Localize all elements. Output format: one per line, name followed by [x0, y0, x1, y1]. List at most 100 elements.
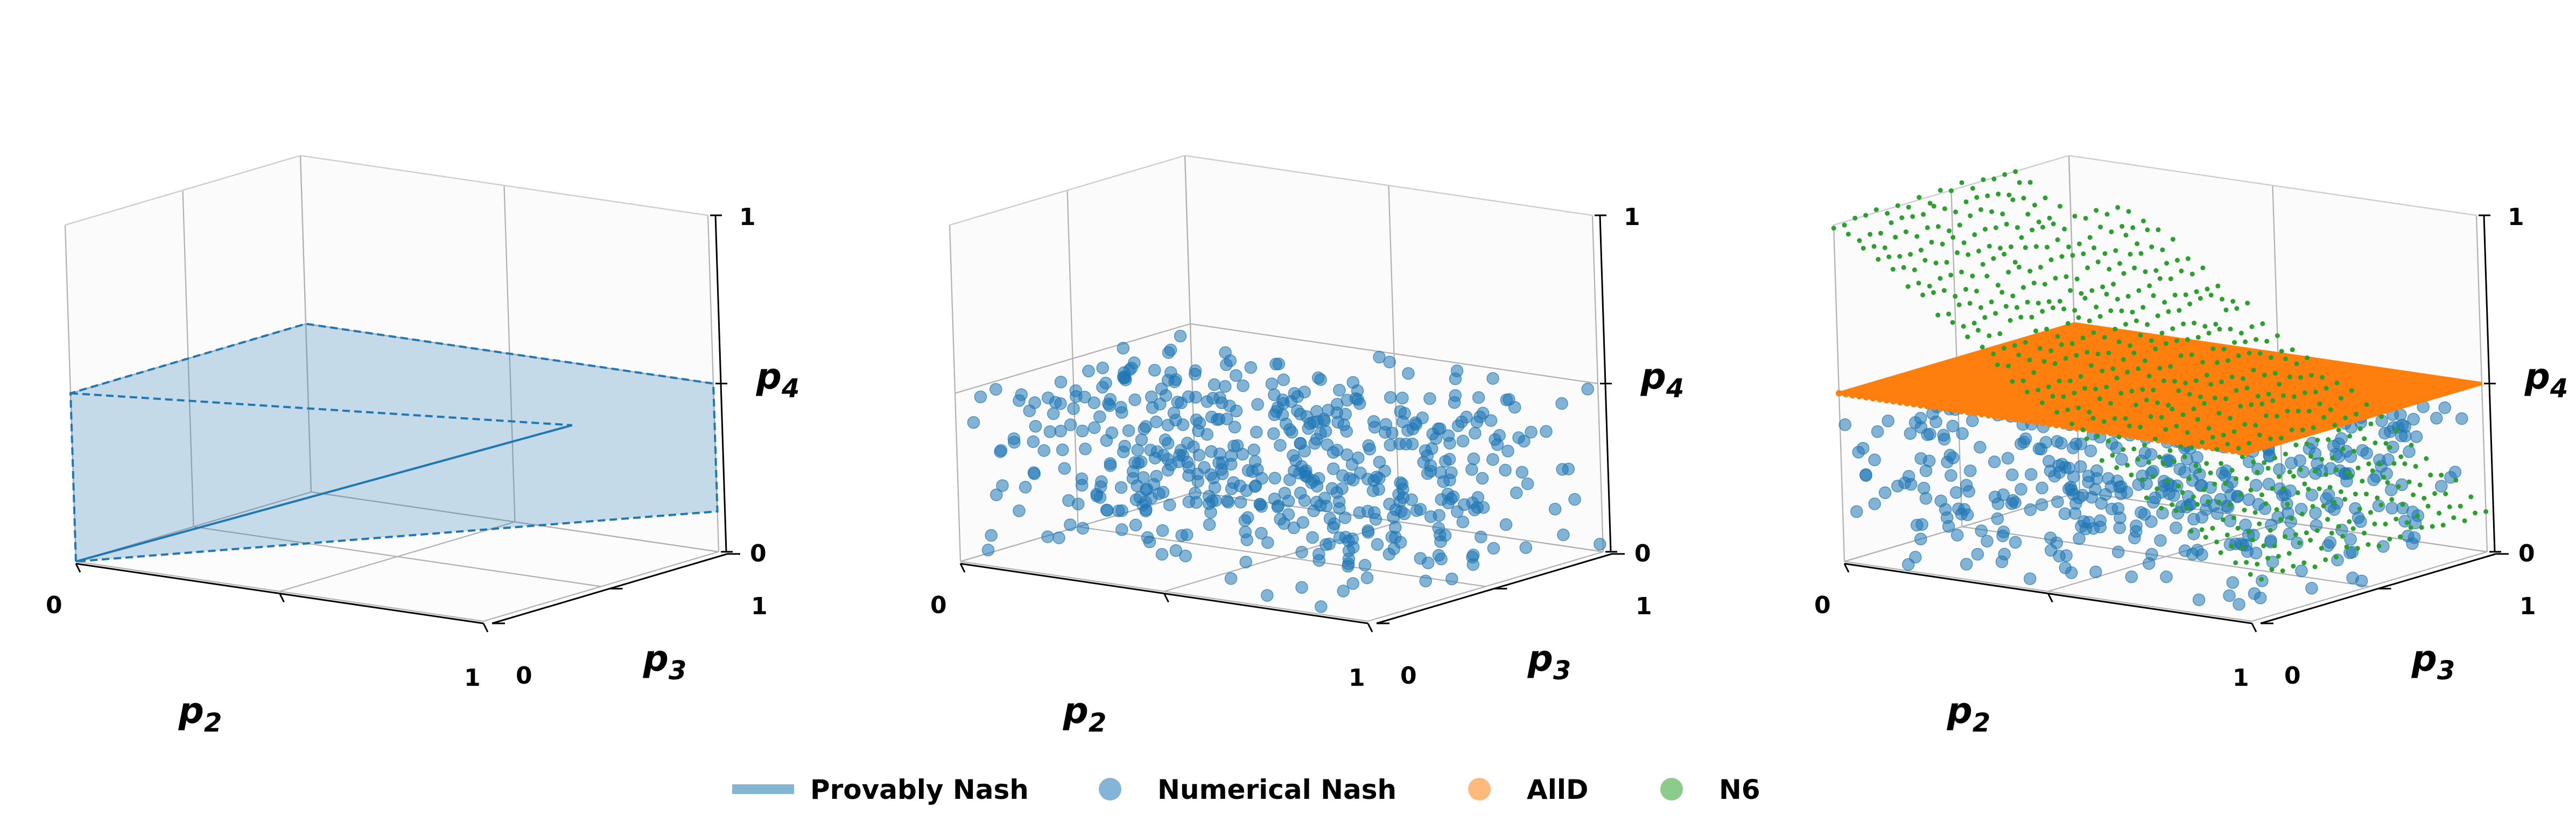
numerical-nash-point	[1489, 433, 1501, 446]
numerical-nash-point	[1239, 525, 1252, 539]
n6-point	[2157, 366, 2163, 371]
x-axis-label: p2	[1947, 690, 1991, 738]
n6-point	[2104, 291, 2109, 297]
n6-point	[2115, 297, 2120, 302]
n6-point	[2291, 564, 2296, 569]
n6-point	[2408, 525, 2413, 530]
n6-point	[2419, 525, 2424, 530]
numerical-nash-point	[2223, 589, 2236, 602]
n6-point	[2170, 406, 2175, 412]
n6-point	[2343, 415, 2348, 420]
numerical-nash-point	[2192, 593, 2206, 606]
numerical-nash-point	[1213, 447, 1226, 460]
n6-point	[2366, 461, 2371, 467]
n6-point	[2191, 494, 2196, 500]
numerical-nash-point	[1145, 390, 1158, 403]
n6-point	[2219, 461, 2224, 466]
n6-point	[2145, 322, 2150, 327]
numerical-nash-point	[1975, 524, 1988, 537]
n6-point	[2142, 442, 2147, 448]
n6-point	[2269, 355, 2273, 360]
numerical-nash-point	[1383, 497, 1396, 511]
n6-point	[2383, 522, 2388, 526]
x-tick	[2047, 593, 2053, 603]
numerical-nash-point	[1451, 505, 1464, 518]
n6-point	[2370, 468, 2375, 473]
grid-line	[311, 491, 719, 553]
n6-point	[2214, 447, 2220, 452]
grid-line	[1367, 551, 1604, 622]
n6-point	[2157, 454, 2162, 460]
n6-point	[1940, 241, 1945, 247]
n6-point	[2216, 500, 2222, 505]
n6-point	[2025, 389, 2030, 395]
n6-point	[2111, 282, 2116, 287]
numerical-nash-point	[1212, 412, 1226, 426]
n6-point	[2177, 308, 2182, 313]
n6-point	[2099, 458, 2104, 463]
n6-point	[2002, 346, 2006, 351]
n6-point	[2230, 299, 2236, 304]
numerical-nash-point	[1945, 469, 1957, 482]
n6-point	[2010, 197, 2016, 202]
n6-point	[2027, 269, 2033, 274]
n6-point	[2287, 374, 2292, 380]
n6-point	[2242, 421, 2248, 427]
n6-point	[1963, 286, 1968, 292]
numerical-nash-point	[1466, 558, 1480, 571]
n6-point	[2113, 248, 2118, 253]
numerical-nash-point	[1171, 396, 1184, 409]
n6-point	[2138, 251, 2144, 256]
n6-point	[2050, 394, 2055, 399]
numerical-nash-point	[1282, 508, 1295, 521]
numerical-nash-point	[1419, 444, 1432, 457]
n6-point	[1976, 248, 1982, 254]
x-tick-label-1: 1	[464, 664, 481, 692]
alld-point	[2060, 423, 2067, 430]
numerical-nash-point	[1476, 472, 1489, 485]
numerical-nash-point	[1942, 520, 1955, 533]
n6-point	[2301, 560, 2307, 565]
n6-point	[2076, 315, 2081, 320]
numerical-nash-point	[1265, 377, 1279, 390]
n6-point	[2038, 264, 2043, 270]
n6-point	[2378, 502, 2384, 508]
n6-point	[2089, 288, 2095, 293]
numerical-nash-point	[2090, 472, 2103, 485]
z-tick-label-0: 0	[1634, 540, 1651, 567]
numerical-nash-point	[1075, 472, 1089, 486]
n6-point	[2415, 513, 2420, 518]
n6-point	[2202, 401, 2207, 406]
numerical-nash-point	[2113, 521, 2126, 535]
n6-point	[2236, 446, 2241, 451]
n6-point	[1991, 351, 1996, 356]
n6-point	[2125, 293, 2131, 299]
n6-point	[2090, 416, 2096, 421]
n6-point	[2249, 402, 2254, 408]
numerical-nash-point	[1191, 475, 1204, 488]
n6-point	[2240, 545, 2245, 550]
numerical-nash-point	[2017, 435, 2031, 449]
n6-point	[2234, 306, 2240, 311]
n6-point	[2468, 494, 2474, 500]
numerical-nash-point	[1193, 417, 1206, 430]
n6-point	[2204, 373, 2209, 378]
n6-point	[2133, 318, 2139, 324]
numerical-nash-point	[2224, 488, 2237, 502]
n6-point	[2108, 401, 2113, 406]
n6-point	[2409, 442, 2414, 448]
n6-point	[2421, 496, 2427, 501]
n6-point	[2243, 339, 2248, 345]
n6-point	[2345, 470, 2350, 475]
n6-point	[2206, 331, 2212, 336]
numerical-nash-point	[2403, 445, 2416, 458]
n6-point	[2404, 520, 2410, 525]
n6-point	[2443, 491, 2448, 496]
numerical-nash-point	[1467, 452, 1480, 465]
n6-point	[2364, 402, 2369, 407]
n6-point	[2068, 288, 2073, 293]
numerical-nash-point	[1345, 458, 1359, 471]
n6-point	[1916, 280, 1921, 286]
ticks	[959, 214, 1625, 633]
numerical-nash-point	[1148, 452, 1162, 465]
